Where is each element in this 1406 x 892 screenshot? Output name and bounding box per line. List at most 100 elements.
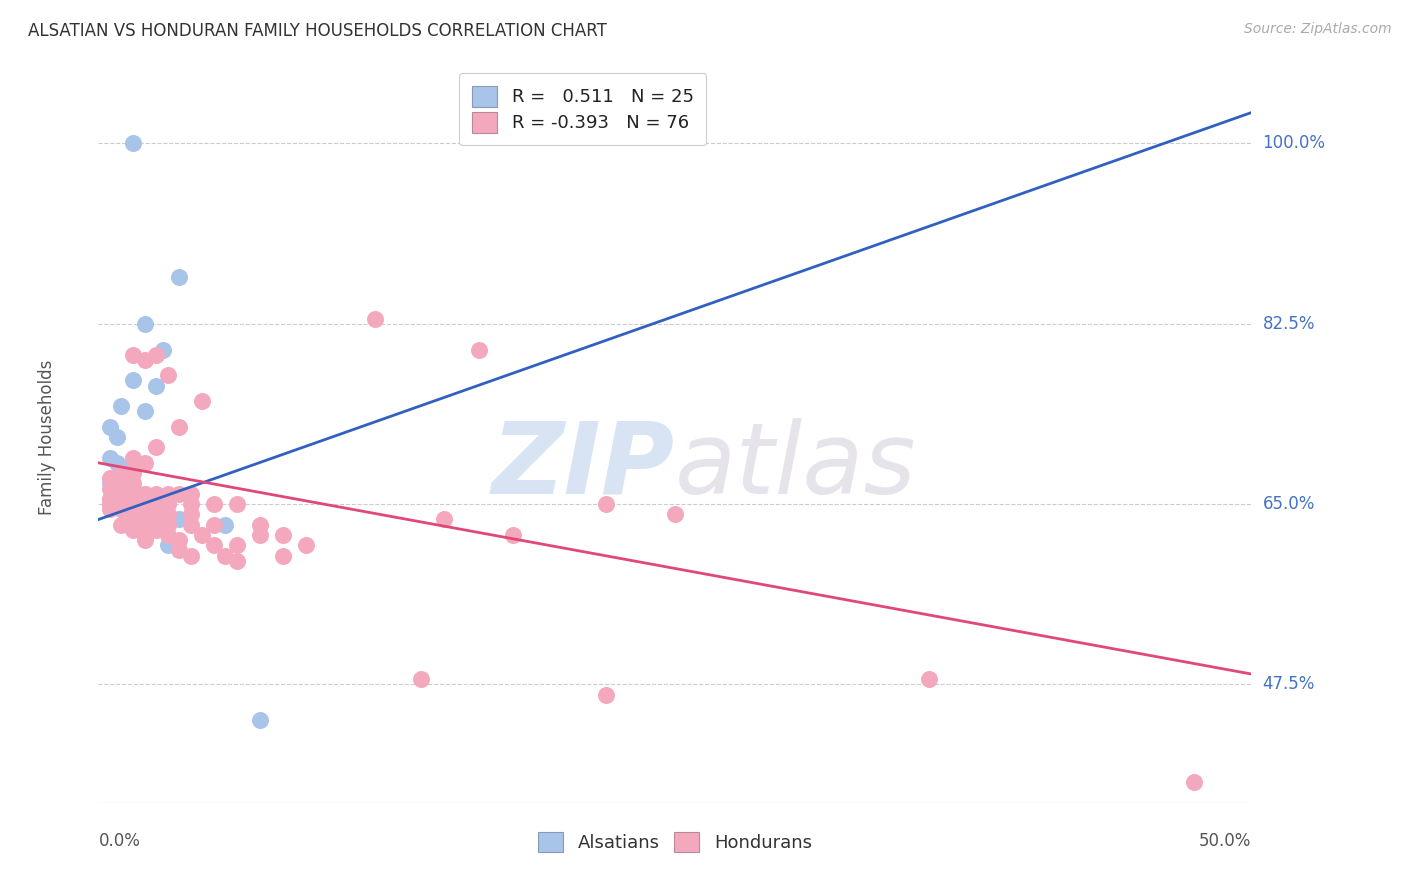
Point <box>134 317 156 331</box>
Point <box>110 497 132 511</box>
Point <box>202 538 225 552</box>
Point <box>167 543 190 558</box>
Point <box>214 549 236 563</box>
Point <box>122 476 145 491</box>
Point <box>134 352 156 367</box>
Point <box>145 517 167 532</box>
Point <box>167 487 190 501</box>
Point <box>145 348 167 362</box>
Point <box>167 512 190 526</box>
Point <box>202 517 225 532</box>
Point <box>110 466 132 480</box>
Text: 100.0%: 100.0% <box>1263 135 1326 153</box>
Point <box>191 394 214 409</box>
Text: Family Households: Family Households <box>38 359 56 515</box>
Point <box>152 343 174 357</box>
Point <box>98 471 121 485</box>
Point <box>122 466 145 480</box>
Point <box>295 538 318 552</box>
Point <box>1182 775 1205 789</box>
Point <box>98 476 121 491</box>
Point <box>98 491 121 506</box>
Point <box>180 517 202 532</box>
Point <box>225 497 247 511</box>
Point <box>134 517 156 532</box>
Point <box>98 419 121 434</box>
Point <box>110 476 132 491</box>
Point <box>145 508 167 522</box>
Point <box>145 497 167 511</box>
Text: 82.5%: 82.5% <box>1263 315 1315 333</box>
Point <box>917 672 939 686</box>
Point <box>98 497 121 511</box>
Point <box>98 482 121 496</box>
Text: ZIP: ZIP <box>492 417 675 515</box>
Point <box>156 508 179 522</box>
Point <box>110 491 132 506</box>
Point <box>122 497 145 511</box>
Point <box>122 482 145 496</box>
Point <box>167 419 190 434</box>
Point <box>122 487 145 501</box>
Point <box>122 517 145 532</box>
Point <box>134 404 156 418</box>
Point <box>98 491 121 506</box>
Point <box>115 461 138 475</box>
Point <box>134 456 156 470</box>
Point <box>122 450 145 465</box>
Point <box>167 533 190 547</box>
Point <box>433 512 456 526</box>
Text: ALSATIAN VS HONDURAN FAMILY HOUSEHOLDS CORRELATION CHART: ALSATIAN VS HONDURAN FAMILY HOUSEHOLDS C… <box>28 22 607 40</box>
Text: 0.0%: 0.0% <box>98 832 141 850</box>
Point <box>145 441 167 455</box>
Point <box>134 528 156 542</box>
Point <box>134 508 156 522</box>
Point <box>180 549 202 563</box>
Point <box>595 688 617 702</box>
Point <box>664 508 686 522</box>
Point <box>180 487 202 501</box>
Text: 50.0%: 50.0% <box>1199 832 1251 850</box>
Point <box>191 528 214 542</box>
Point <box>145 523 167 537</box>
Point <box>271 549 294 563</box>
Point <box>122 136 145 151</box>
Point <box>468 343 491 357</box>
Point <box>122 508 145 522</box>
Point <box>271 528 294 542</box>
Point <box>364 311 387 326</box>
Point <box>202 497 225 511</box>
Point <box>156 368 179 383</box>
Point <box>249 528 271 542</box>
Point <box>214 517 236 532</box>
Point <box>502 528 524 542</box>
Point <box>225 538 247 552</box>
Point <box>105 456 128 470</box>
Point <box>122 523 145 537</box>
Legend: Alsatians, Hondurans: Alsatians, Hondurans <box>530 824 820 860</box>
Point <box>180 508 202 522</box>
Point <box>110 502 132 516</box>
Text: Source: ZipAtlas.com: Source: ZipAtlas.com <box>1244 22 1392 37</box>
Point <box>411 672 433 686</box>
Point <box>595 497 617 511</box>
Point <box>98 502 121 516</box>
Point <box>105 430 128 444</box>
Point <box>134 512 156 526</box>
Point <box>156 497 179 511</box>
Point <box>145 487 167 501</box>
Text: atlas: atlas <box>675 417 917 515</box>
Point <box>134 533 156 547</box>
Point <box>156 487 179 501</box>
Point <box>180 497 202 511</box>
Point <box>110 517 132 532</box>
Text: 65.0%: 65.0% <box>1263 495 1315 513</box>
Point <box>249 714 271 728</box>
Point <box>134 487 156 501</box>
Point <box>145 508 167 522</box>
Point <box>105 476 128 491</box>
Point <box>98 450 121 465</box>
Point <box>156 517 179 532</box>
Point <box>156 528 179 542</box>
Point <box>145 378 167 392</box>
